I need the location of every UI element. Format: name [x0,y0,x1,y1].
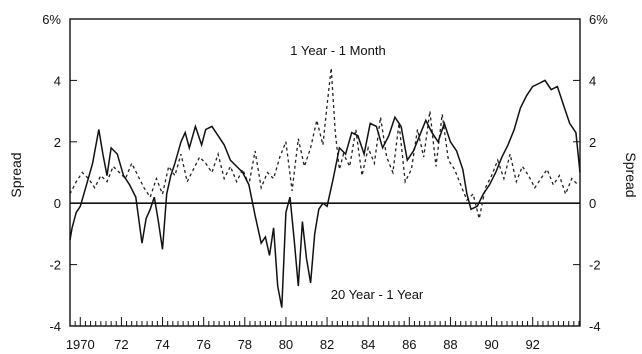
y-tick-label-left: 0 [54,196,61,211]
y-axis-title-left: Spread [8,152,24,197]
y-tick-labels-left: -4 -2 0 2 4 6% [42,12,61,334]
series-line-1-year-1-month [69,68,579,219]
x-tick-label: 90 [484,337,498,352]
y-tick-label-right: 4 [589,73,596,88]
y-tick-label-right: 6% [589,12,608,27]
plot-frame [69,18,581,327]
x-minor-ticks [69,317,580,326]
y-tick-labels-right: -4 -2 0 2 4 6% [589,12,608,334]
y-tick-label-left: 6% [42,12,61,27]
y-tick-label-right: 0 [589,196,596,211]
y-tick-label-left: -4 [49,319,61,334]
y-ticks [70,18,580,327]
x-tick-label: 74 [155,337,169,352]
y-tick-label-right: -4 [589,319,601,334]
x-tick-labels: 1970 72 74 76 78 80 82 84 86 88 90 92 [66,337,540,352]
y-tick-label-left: 2 [54,135,61,150]
x-tick-label: 72 [114,337,128,352]
x-tick-label: 80 [279,337,293,352]
x-tick-label: 88 [443,337,457,352]
y-tick-label-right: 2 [589,135,596,150]
x-tick-label: 92 [525,337,539,352]
x-tick-label: 82 [320,337,334,352]
y-tick-label-right: -2 [589,258,601,273]
annotation-1-year-1-month: 1 Year - 1 Month [290,43,385,58]
y-tick-label-left: -2 [49,258,61,273]
x-tick-label: 84 [361,337,375,352]
x-tick-label: 78 [238,337,252,352]
series-line-20-year-1-year [69,79,581,308]
y-axis-title-right: Spread [623,152,639,197]
x-tick-label: 76 [196,337,210,352]
x-tick-label: 1970 [66,337,95,352]
y-tick-label-left: 4 [54,73,61,88]
annotation-20-year-1-year: 20 Year - 1 Year [331,287,424,302]
x-tick-label: 86 [402,337,416,352]
